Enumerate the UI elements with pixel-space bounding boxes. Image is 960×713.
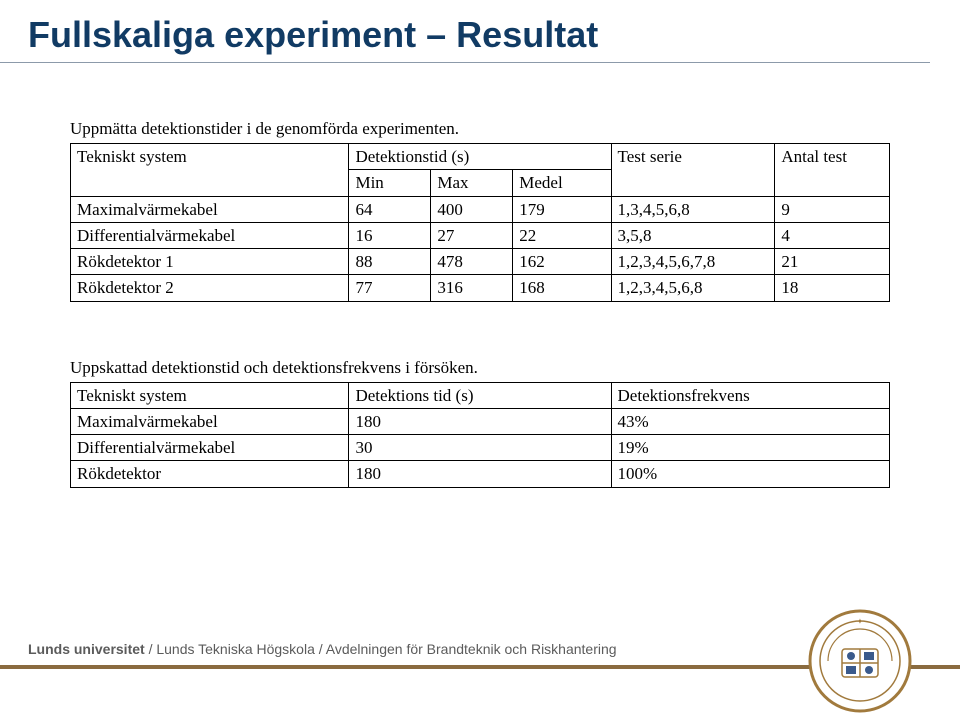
- table-row: Maximalvärmekabel 64 400 179 1,3,4,5,6,8…: [71, 196, 890, 222]
- cell: 22: [513, 222, 611, 248]
- cell: 30: [349, 435, 611, 461]
- th-detektionstid: Detektionstid (s): [349, 144, 611, 170]
- table-row: Rökdetektor 1 88 478 162 1,2,3,4,5,6,7,8…: [71, 249, 890, 275]
- cell: 21: [775, 249, 890, 275]
- cell: 1,2,3,4,5,6,7,8: [611, 249, 775, 275]
- table-2: Tekniskt system Detektions tid (s) Detek…: [70, 382, 890, 488]
- cell: 77: [349, 275, 431, 301]
- th-min: Min: [349, 170, 431, 196]
- footer-university: Lunds universitet: [28, 641, 145, 657]
- th-medel: Medel: [513, 170, 611, 196]
- cell: 100%: [611, 461, 889, 487]
- th-system: Tekniskt system: [71, 144, 349, 197]
- cell: 18: [775, 275, 890, 301]
- footer-text: Lunds universitet / Lunds Tekniska Högsk…: [28, 641, 617, 657]
- th-testserie: Test serie: [611, 144, 775, 197]
- cell: Rökdetektor 1: [71, 249, 349, 275]
- cell: Rökdetektor 2: [71, 275, 349, 301]
- cell: 180: [349, 408, 611, 434]
- cell: Differentialvärmekabel: [71, 435, 349, 461]
- content-area: Uppmätta detektionstider i de genomförda…: [0, 63, 960, 488]
- cell: 43%: [611, 408, 889, 434]
- cell: 478: [431, 249, 513, 275]
- footer-bar: Lunds universitet / Lunds Tekniska Högsk…: [0, 635, 960, 669]
- th-detektionstid: Detektions tid (s): [349, 382, 611, 408]
- footer-rest: / Lunds Tekniska Högskola / Avdelningen …: [145, 641, 617, 657]
- table-1: Tekniskt system Detektionstid (s) Test s…: [70, 143, 890, 302]
- table-row: Rökdetektor 2 77 316 168 1,2,3,4,5,6,8 1…: [71, 275, 890, 301]
- cell: 1,3,4,5,6,8: [611, 196, 775, 222]
- cell: 3,5,8: [611, 222, 775, 248]
- th-antal: Antal test: [775, 144, 890, 197]
- page-title: Fullskaliga experiment – Resultat: [0, 0, 930, 63]
- cell: 179: [513, 196, 611, 222]
- cell: 19%: [611, 435, 889, 461]
- cell: Maximalvärmekabel: [71, 196, 349, 222]
- cell: 180: [349, 461, 611, 487]
- cell: 400: [431, 196, 513, 222]
- university-seal-icon: ✦: [808, 609, 912, 713]
- table-row: Differentialvärmekabel 16 27 22 3,5,8 4: [71, 222, 890, 248]
- cell: Maximalvärmekabel: [71, 408, 349, 434]
- table-row: Tekniskt system Detektionstid (s) Test s…: [71, 144, 890, 170]
- cell: 9: [775, 196, 890, 222]
- table-row: Differentialvärmekabel 30 19%: [71, 435, 890, 461]
- cell: 4: [775, 222, 890, 248]
- cell: 88: [349, 249, 431, 275]
- table-row: Maximalvärmekabel 180 43%: [71, 408, 890, 434]
- cell: 168: [513, 275, 611, 301]
- cell: 64: [349, 196, 431, 222]
- cell: Differentialvärmekabel: [71, 222, 349, 248]
- th-system: Tekniskt system: [71, 382, 349, 408]
- cell: 27: [431, 222, 513, 248]
- cell: Rökdetektor: [71, 461, 349, 487]
- cell: 316: [431, 275, 513, 301]
- cell: 16: [349, 222, 431, 248]
- cell: 1,2,3,4,5,6,8: [611, 275, 775, 301]
- table2-caption: Uppskattad detektionstid och detektionsf…: [70, 358, 890, 378]
- table-row: Tekniskt system Detektions tid (s) Detek…: [71, 382, 890, 408]
- th-max: Max: [431, 170, 513, 196]
- table1-caption: Uppmätta detektionstider i de genomförda…: [70, 119, 890, 139]
- cell: 162: [513, 249, 611, 275]
- th-frekvens: Detektionsfrekvens: [611, 382, 889, 408]
- table-row: Rökdetektor 180 100%: [71, 461, 890, 487]
- svg-text:✦: ✦: [857, 617, 864, 626]
